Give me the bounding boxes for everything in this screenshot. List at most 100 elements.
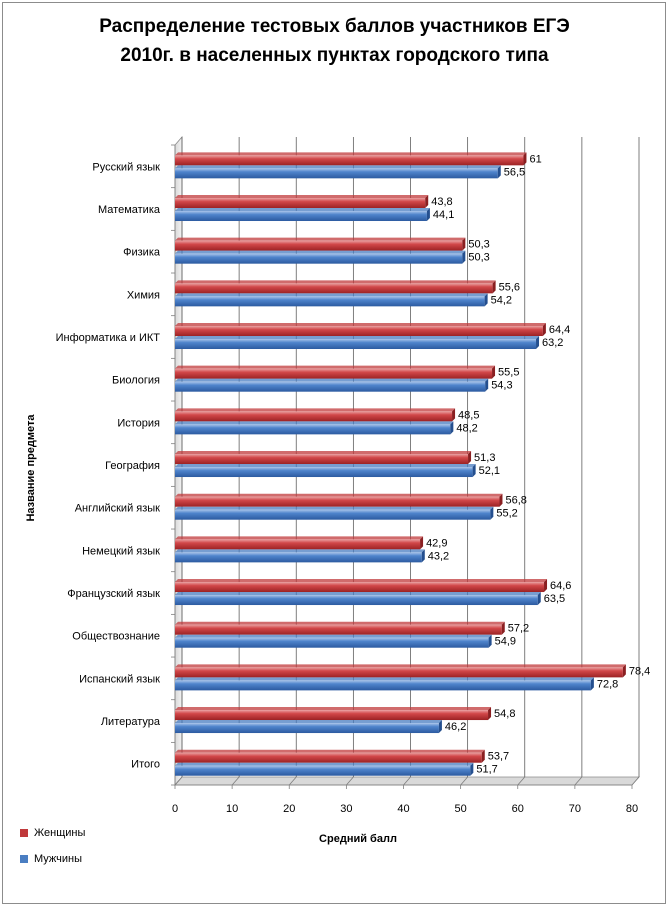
x-axis-title: Средний балл [319, 833, 397, 845]
x-tick-label: 40 [397, 803, 409, 815]
category-label: География [105, 460, 160, 472]
x-tick-label: 80 [626, 803, 638, 815]
value-label: 78,4 [629, 665, 650, 677]
category-label: Биология [112, 375, 160, 387]
value-label: 72,8 [597, 678, 618, 690]
bar-end-cap [438, 720, 442, 734]
bar-top-face [175, 464, 476, 468]
value-label: 64,4 [549, 324, 570, 336]
chart-title: Распределение тестовых баллов участников… [0, 12, 669, 70]
x-gridline-floor [174, 776, 183, 786]
x-tick-label: 60 [512, 803, 524, 815]
bar-top-face [175, 195, 429, 199]
value-label: 63,5 [544, 593, 565, 605]
value-label: 55,2 [496, 508, 517, 520]
x-gridline-floor [288, 776, 297, 786]
category-label: Литература [101, 716, 161, 728]
bar-end-cap [472, 464, 476, 478]
legend-label-women: Женщины [34, 827, 86, 839]
bar-women [175, 496, 500, 507]
x-gridline-floor [574, 776, 583, 786]
bar-top-face [175, 421, 454, 425]
bar-women [175, 368, 493, 379]
bar-end-cap [462, 237, 466, 251]
x-tick-label: 0 [172, 803, 178, 815]
bar-end-cap [536, 336, 540, 350]
bar-end-cap [492, 280, 496, 294]
bar-top-face [175, 720, 442, 724]
bar-end-cap [485, 378, 489, 392]
bar-top-face [175, 707, 492, 711]
bar-end-cap [590, 677, 594, 691]
bar-end-cap [622, 664, 626, 678]
bar-end-cap [425, 195, 429, 209]
x-gridline-floor [403, 776, 411, 786]
value-label: 50,3 [468, 239, 489, 251]
value-label: 50,3 [468, 252, 489, 264]
category-label: Математика [98, 204, 161, 216]
bar-end-cap [542, 323, 546, 337]
legend-item-men: Мужчины [20, 846, 85, 872]
value-label: 56,5 [504, 166, 525, 178]
bar-men [175, 339, 537, 350]
bar-end-cap [488, 707, 492, 721]
category-label: Французский язык [67, 588, 160, 600]
bar-women [175, 240, 463, 251]
bar-end-cap [452, 408, 456, 422]
bar-top-face [175, 336, 540, 340]
bar-top-face [175, 152, 527, 156]
bar-top-face [175, 749, 485, 753]
chart-title-line-1: Распределение тестовых баллов участников… [99, 16, 570, 37]
bar-top-face [175, 378, 489, 382]
value-label: 48,5 [458, 409, 479, 421]
bar-end-cap [470, 762, 474, 776]
bar-women [175, 411, 453, 422]
value-label: 52,1 [479, 465, 500, 477]
bar-end-cap [490, 506, 494, 520]
bar-men [175, 552, 422, 563]
bar-end-cap [537, 592, 541, 606]
bar-end-cap [450, 421, 454, 435]
bar-end-cap [421, 549, 425, 563]
bar-top-face [175, 323, 546, 327]
x-tick-label: 70 [569, 803, 581, 815]
bar-end-cap [488, 634, 492, 648]
value-label: 51,7 [476, 764, 497, 776]
bar-men [175, 211, 427, 222]
value-label: 54,8 [494, 708, 515, 720]
bar-top-face [175, 592, 541, 596]
bar-men [175, 509, 491, 520]
bar-women [175, 752, 482, 763]
legend-label-men: Мужчины [34, 853, 83, 865]
bar-top-face [175, 208, 430, 212]
bar-end-cap [497, 165, 501, 179]
bar-men [175, 168, 498, 179]
bar-top-face [175, 408, 456, 412]
value-label: 54,2 [491, 294, 512, 306]
value-label: 46,2 [445, 721, 466, 733]
bar-top-face [175, 762, 474, 766]
category-label: Физика [123, 247, 161, 259]
x-gridline-floor [460, 776, 468, 786]
chart-title-line-2: 2010г. в населенных пунктах городского т… [120, 45, 549, 66]
bar-men [175, 381, 486, 392]
bar-end-cap [462, 250, 466, 264]
x-gridline-floor [346, 776, 354, 786]
value-label: 53,7 [488, 751, 509, 763]
bar-top-face [175, 677, 594, 681]
x-tick-label: 50 [455, 803, 467, 815]
value-label: 55,5 [498, 367, 519, 379]
bar-end-cap [544, 579, 548, 593]
bar-end-cap [420, 536, 424, 550]
x-gridline-floor [631, 776, 640, 786]
bar-end-cap [501, 621, 505, 635]
bar-end-cap [481, 749, 485, 763]
value-label: 48,2 [456, 422, 477, 434]
category-label: Испанский язык [79, 673, 160, 685]
bar-top-face [175, 280, 496, 284]
x-tick-label: 10 [226, 803, 238, 815]
category-label: Английский язык [75, 503, 160, 515]
value-label: 64,6 [550, 580, 571, 592]
bar-end-cap [426, 208, 430, 222]
bar-top-face [175, 365, 496, 369]
